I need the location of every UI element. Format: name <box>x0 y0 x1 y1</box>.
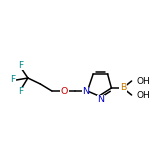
Text: F: F <box>19 88 24 97</box>
Text: OH: OH <box>136 76 150 85</box>
Text: F: F <box>10 76 15 85</box>
Text: B: B <box>120 83 126 93</box>
Text: OH: OH <box>136 90 150 100</box>
Text: N: N <box>97 95 104 105</box>
Text: N: N <box>82 88 89 97</box>
Text: F: F <box>19 60 24 69</box>
Text: O: O <box>61 86 68 95</box>
